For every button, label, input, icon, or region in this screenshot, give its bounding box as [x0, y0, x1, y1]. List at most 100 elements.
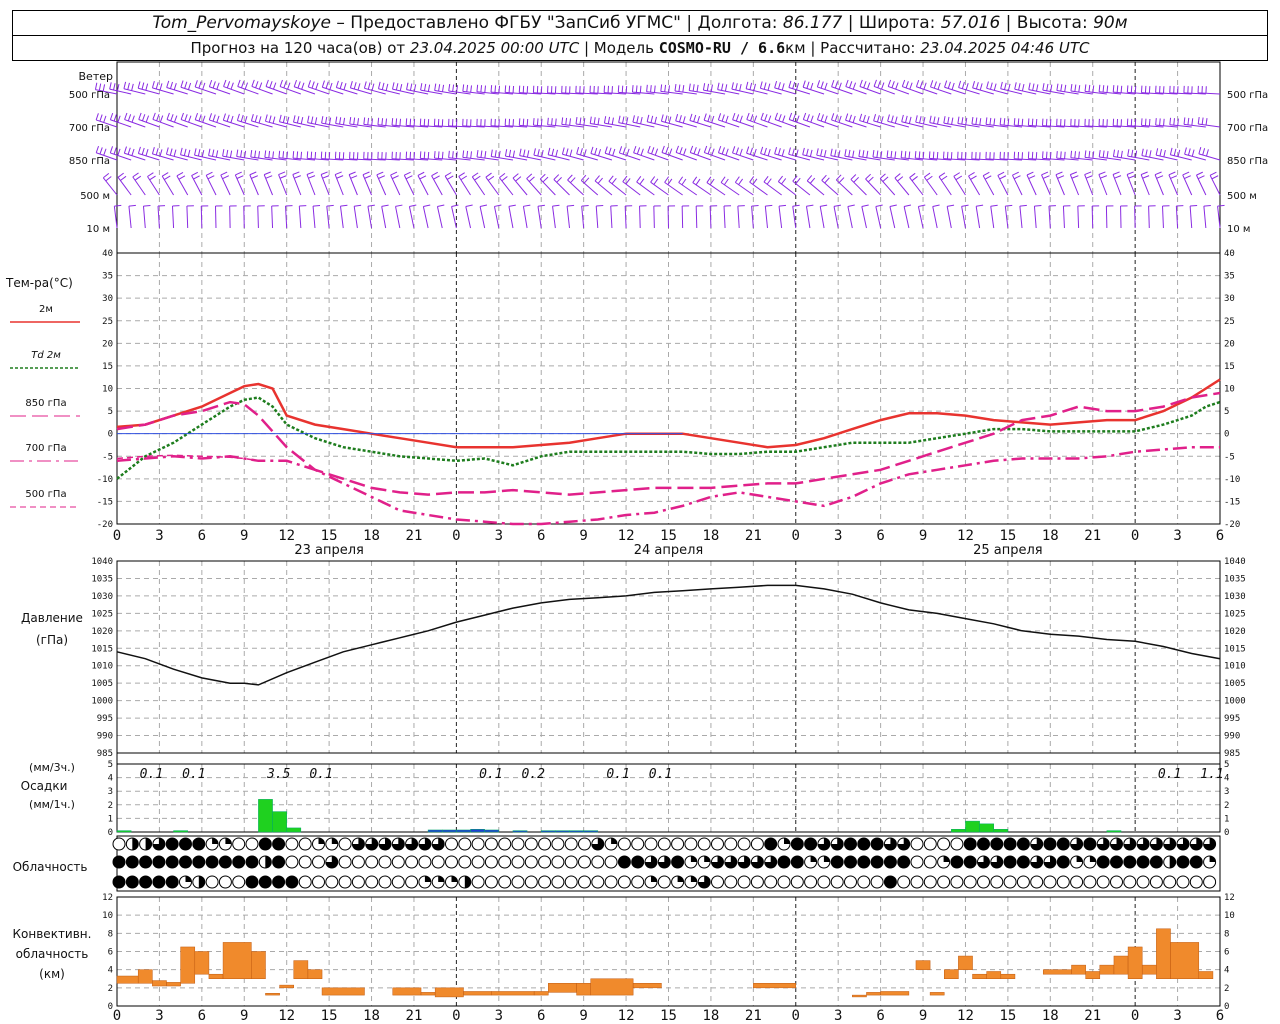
cloud-circle [1110, 875, 1123, 889]
wind-barb-shaft [751, 206, 754, 229]
cloud-symbol [112, 837, 126, 851]
wind-barb-shaft [364, 87, 386, 95]
cloud-quarter-fill [690, 856, 697, 862]
wind-barb-shaft [595, 206, 599, 229]
wind-barb [917, 204, 926, 229]
wind-barb [875, 204, 883, 229]
wind-barb-shaft [406, 124, 429, 128]
cloud-circle [711, 837, 724, 851]
wind-barb [1148, 205, 1156, 229]
wind-barb-feather [279, 79, 283, 87]
wind-barb [458, 172, 471, 196]
wind-barb [194, 148, 217, 161]
wind-barb-feather [876, 115, 880, 123]
wind-barb-shaft [944, 86, 966, 95]
wind-barb [610, 205, 618, 229]
wind-barb-feather [1148, 118, 1151, 126]
cloud-symbol [897, 875, 911, 889]
cloud-circle [578, 875, 591, 889]
cloud-symbol [298, 875, 312, 889]
wind-barb [124, 112, 146, 128]
longitude-value: 86.177 [782, 13, 843, 33]
wind-barb-feather [307, 115, 310, 123]
cloud-symbol [937, 837, 951, 851]
y-tick-right: 10 [1224, 385, 1235, 395]
wind-barb-feather [781, 149, 785, 157]
wind-barb-shaft [1168, 174, 1179, 196]
wind-barb-shaft [723, 206, 726, 229]
wind-barb [321, 80, 344, 95]
cloud-most-fill [1177, 838, 1189, 850]
y-tick-left: 1015 [91, 644, 113, 654]
cloud-symbol [697, 875, 711, 889]
cloud-circle [391, 855, 405, 869]
cloud-symbol [897, 837, 911, 851]
wind-barb-feather [322, 175, 330, 179]
temperature-panel [116, 378, 1221, 526]
cloud-quarter-fill [784, 838, 790, 844]
cloud-symbol [272, 855, 286, 869]
x-tick-label: 3 [834, 528, 842, 544]
y-tick-right: 5 [1224, 760, 1229, 770]
wind-barb-feather [970, 175, 977, 180]
wind-barb [191, 171, 203, 196]
cloud-circle [498, 837, 512, 851]
wind-barb-feather [947, 204, 955, 207]
cloud-symbol [777, 875, 791, 889]
precip-bar [286, 827, 302, 833]
wind-barb-shaft [575, 123, 598, 128]
cloud-symbol [684, 855, 698, 869]
wind-barb [999, 151, 1023, 161]
x-tick-label: 6 [1216, 1008, 1224, 1024]
wind-barb-feather [249, 171, 257, 176]
x-tick-label: 12 [957, 1008, 974, 1024]
wind-barb-feather [792, 204, 800, 207]
wind-barb-shaft [321, 158, 344, 161]
wind-barb [109, 146, 132, 161]
wind-barb-shaft [624, 205, 627, 229]
cloud-symbol [1096, 837, 1110, 851]
wind-barb-feather [1071, 175, 1079, 179]
wind-barb-feather [725, 148, 729, 156]
wind-barb-feather [682, 85, 685, 93]
wind-barb [603, 85, 627, 95]
cloud-symbol [844, 855, 857, 869]
precip-total-label: 0.1 [140, 767, 163, 782]
wind-barb [1169, 85, 1192, 95]
x-tick-label: 18 [1042, 528, 1059, 544]
wind-barb [861, 204, 869, 229]
cloud-quarter-fill [438, 876, 445, 882]
wind-barb-feather [178, 175, 186, 180]
wind-barb-feather [567, 174, 573, 181]
convective-bar [194, 951, 210, 975]
cloud-symbol [1096, 855, 1110, 869]
wind-barb-feather [279, 175, 287, 179]
cloud-symbol [923, 855, 937, 869]
wind-barb-feather [765, 204, 773, 207]
cloud-circle [724, 875, 738, 889]
wind-barb [1209, 171, 1221, 196]
wind-barb-feather [774, 112, 778, 120]
wind-barb-shaft [806, 180, 825, 196]
y-tick-right: 3 [1224, 787, 1229, 797]
wind-barb-shaft [590, 153, 613, 161]
wind-barb-feather [936, 151, 939, 160]
wind-barb-feather [668, 148, 673, 156]
wind-barb-feather [924, 172, 931, 178]
wind-barb [1000, 81, 1023, 95]
cloud-symbol [631, 875, 645, 889]
wind-barb-feather [235, 171, 242, 176]
wind-barb-feather [904, 151, 907, 159]
wind-barb-shaft [706, 182, 726, 196]
convective-bar [321, 987, 365, 996]
wind-barb-feather [850, 174, 857, 180]
wind-barb-shaft [749, 181, 768, 196]
cloud-circle [484, 875, 498, 889]
wind-barb [471, 172, 486, 196]
wind-barb-feather [170, 114, 174, 122]
wind-barb-feather [349, 116, 352, 125]
wind-barb-feather [145, 83, 149, 91]
x-tick-label: 6 [198, 1008, 206, 1024]
wind-barb [816, 80, 839, 95]
wind-barb-shaft [548, 154, 570, 161]
